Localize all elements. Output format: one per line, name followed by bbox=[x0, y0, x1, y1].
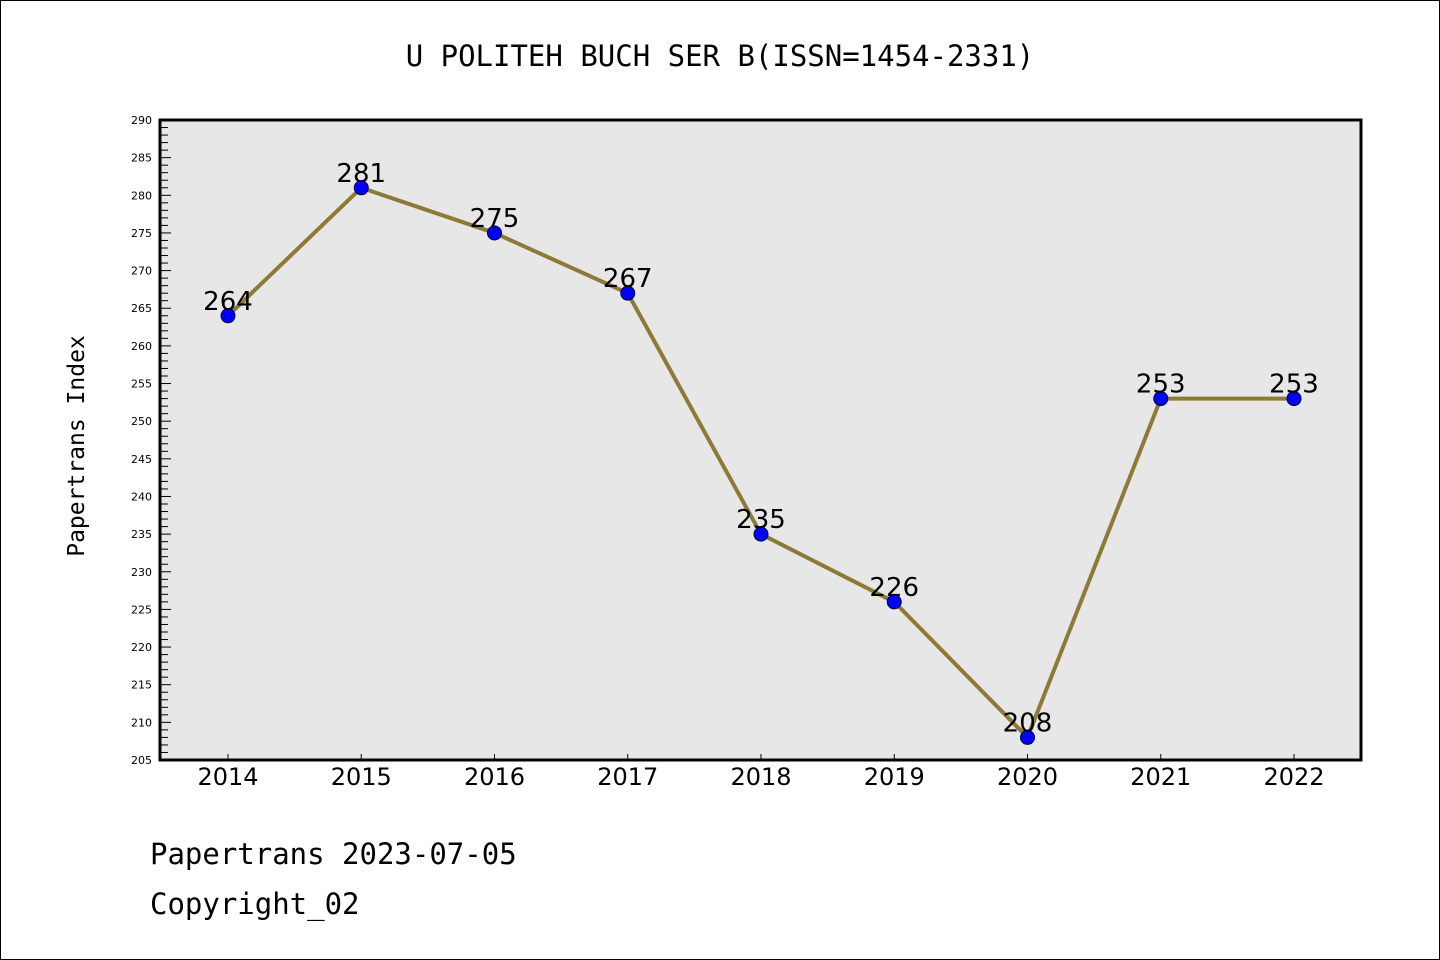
y-tick-label: 290 bbox=[131, 114, 152, 127]
data-label: 275 bbox=[470, 204, 520, 234]
y-tick-label: 285 bbox=[131, 152, 152, 165]
x-tick-label: 2019 bbox=[864, 763, 925, 791]
y-tick-label: 215 bbox=[131, 679, 152, 692]
plot-border bbox=[158, 118, 1363, 762]
x-tick-label: 2016 bbox=[464, 763, 525, 791]
x-tick-label: 2018 bbox=[730, 763, 791, 791]
y-tick-label: 270 bbox=[131, 265, 152, 278]
data-point bbox=[1286, 391, 1302, 407]
data-label: 226 bbox=[869, 573, 919, 603]
y-tick-label: 255 bbox=[131, 378, 152, 391]
y-tick-label: 220 bbox=[131, 641, 152, 654]
y-tick-label: 280 bbox=[131, 189, 152, 202]
x-tick-label: 2021 bbox=[1130, 763, 1191, 791]
data-label: 235 bbox=[736, 505, 786, 535]
data-point bbox=[1153, 391, 1169, 407]
y-axis: 205 210 215 220 225 230 235 240 245 250 255 260 265 2… bbox=[131, 114, 171, 767]
y-tick-label: 260 bbox=[131, 340, 152, 353]
y-tick-label: 245 bbox=[131, 453, 152, 466]
data-point bbox=[220, 308, 236, 324]
x-tick-label: 2020 bbox=[997, 763, 1058, 791]
data-point bbox=[353, 180, 369, 196]
data-point bbox=[753, 526, 769, 542]
footer-date: Papertrans 2023-07-05 bbox=[150, 837, 517, 871]
x-tick-label: 2014 bbox=[197, 763, 258, 791]
x-tick-label: 2022 bbox=[1263, 763, 1324, 791]
series-line: 264 281 275 267 235 226 208 253 253 bbox=[203, 159, 1319, 745]
data-label: 267 bbox=[603, 264, 653, 294]
y-tick-label: 230 bbox=[131, 566, 152, 579]
y-axis-label: Papertrans Index bbox=[64, 335, 90, 557]
y-tick-label: 205 bbox=[131, 754, 152, 767]
data-point bbox=[886, 594, 902, 610]
y-tick-label: 265 bbox=[131, 302, 152, 315]
data-label: 208 bbox=[1003, 708, 1053, 738]
y-tick-label: 250 bbox=[131, 415, 152, 428]
data-point bbox=[620, 285, 636, 301]
plot-area bbox=[160, 120, 1361, 760]
x-tick-label: 2017 bbox=[597, 763, 658, 791]
footer-copyright: Copyright_02 bbox=[150, 887, 360, 922]
chart-title: U POLITEH BUCH SER B(ISSN=1454-2331) bbox=[406, 39, 1035, 73]
data-point bbox=[1020, 729, 1035, 745]
x-tick-label: 2015 bbox=[331, 763, 392, 791]
data-point bbox=[487, 225, 502, 241]
y-tick-label: 275 bbox=[131, 227, 152, 240]
y-tick-label: 225 bbox=[131, 603, 152, 616]
data-label: 253 bbox=[1136, 370, 1186, 400]
data-label: 264 bbox=[203, 287, 253, 317]
y-tick-label: 210 bbox=[131, 716, 152, 729]
y-tick-label: 240 bbox=[131, 490, 152, 503]
x-axis: 2014 2015 2016 2017 2018 2019 2020 2021 2022 bbox=[197, 754, 1325, 791]
data-label: 281 bbox=[336, 159, 386, 189]
y-tick-label: 235 bbox=[131, 528, 152, 541]
data-label: 253 bbox=[1269, 370, 1319, 400]
